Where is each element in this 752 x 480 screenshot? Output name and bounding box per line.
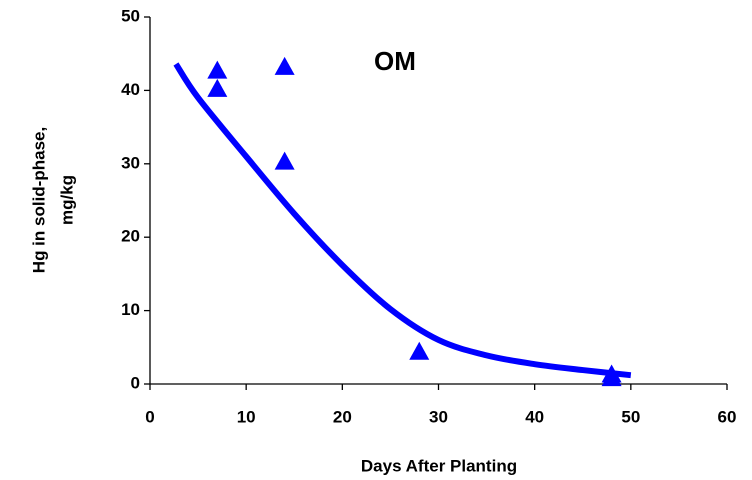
y-axis-label: Hg in solid-phase, (29, 127, 48, 273)
y-tick-label: 50 (121, 6, 140, 25)
y-tick-label: 10 (121, 300, 140, 319)
data-point (274, 151, 295, 170)
y-tick-label: 20 (121, 227, 140, 246)
x-tick-label: 40 (525, 407, 544, 426)
annotation: OM (374, 46, 416, 76)
x-tick-label: 0 (145, 407, 154, 426)
data-point (601, 368, 622, 387)
x-axis-label: Days After Planting (361, 456, 517, 475)
x-tick-label: 20 (333, 407, 352, 426)
x-tick-label: 30 (429, 407, 448, 426)
x-tick-label: 50 (621, 407, 640, 426)
x-tick-label: 60 (718, 407, 737, 426)
data-point (274, 56, 295, 75)
fit-line (173, 62, 632, 379)
y-axis-label: mg/kg (57, 175, 76, 225)
data-point (409, 341, 430, 360)
y-tick-label: 40 (121, 80, 140, 99)
y-tick-label: 0 (131, 373, 140, 392)
data-point (207, 60, 228, 79)
data-point (207, 78, 228, 97)
x-tick-label: 10 (237, 407, 256, 426)
y-tick-label: 30 (121, 153, 140, 172)
